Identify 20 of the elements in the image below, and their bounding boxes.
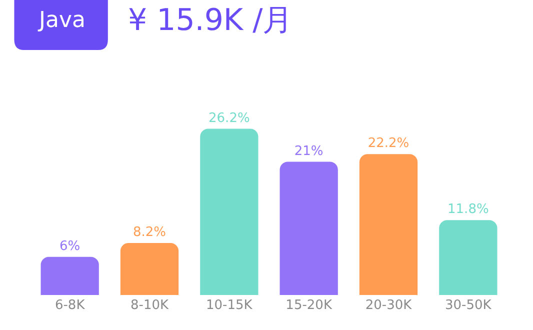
- bar: [280, 162, 338, 295]
- bar: [359, 154, 418, 295]
- bar: [40, 256, 99, 295]
- x-tick-label: 30-50K: [445, 298, 492, 313]
- x-tick-label: 15-20K: [286, 298, 332, 313]
- bar: [120, 242, 179, 295]
- x-tick-label: 20-30K: [365, 298, 412, 313]
- x-tick-label: 6-8K: [54, 298, 86, 313]
- data-label: 22.2%: [368, 136, 410, 152]
- chart-title: Java: [37, 8, 86, 33]
- data-label: 6%: [60, 238, 80, 254]
- x-tick-label: 8-10K: [130, 298, 169, 313]
- x-tick-label: 10-15K: [206, 298, 253, 313]
- chart-subtitle: ¥ 15.9K /月: [128, 3, 293, 38]
- data-label: 11.8%: [448, 202, 489, 218]
- data-label: 8.2%: [132, 224, 166, 240]
- bar: [200, 128, 258, 295]
- data-label: 26.2%: [208, 110, 250, 126]
- data-label: 21%: [294, 144, 324, 159]
- bar: [439, 220, 498, 295]
